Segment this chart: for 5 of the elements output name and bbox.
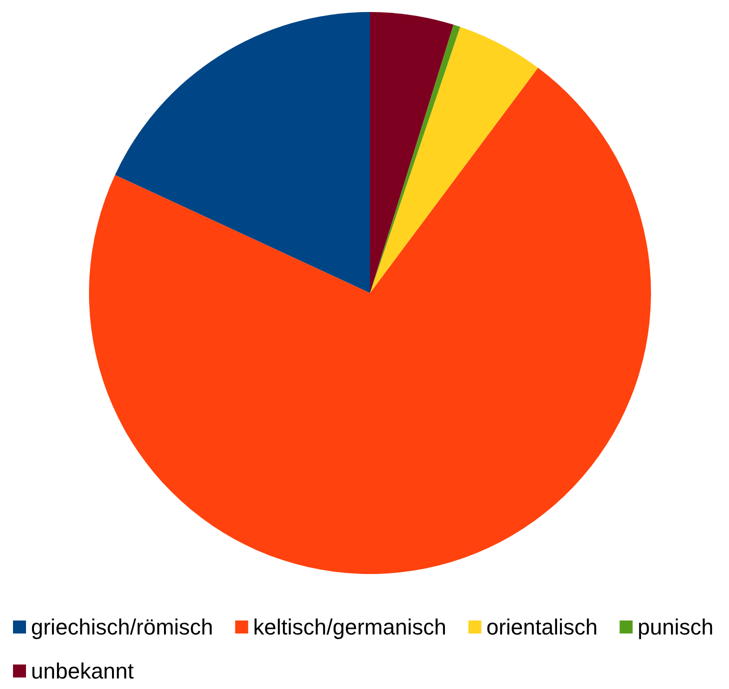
legend-label: keltisch/germanisch (253, 614, 446, 640)
legend-label: punisch (638, 614, 714, 640)
legend-label: unbekannt (31, 658, 134, 684)
legend-label: griechisch/römisch (31, 614, 214, 640)
legend-label: orientalisch (486, 614, 598, 640)
